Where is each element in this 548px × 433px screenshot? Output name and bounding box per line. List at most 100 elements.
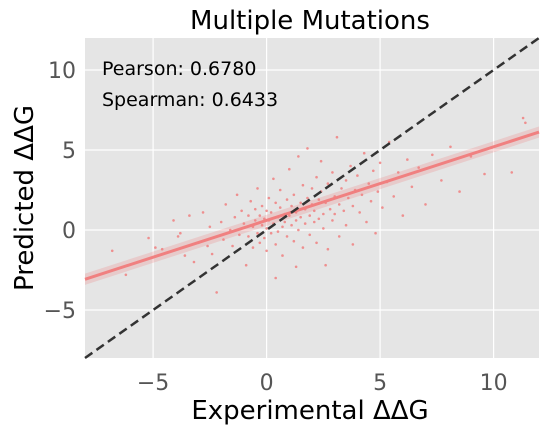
data-point: [249, 199, 253, 203]
data-point: [285, 198, 289, 201]
data-point: [349, 164, 352, 168]
data-point: [312, 209, 316, 213]
data-point: [306, 147, 309, 150]
data-point: [247, 235, 250, 238]
data-point: [183, 254, 187, 257]
data-point: [188, 214, 191, 217]
data-point: [324, 263, 327, 267]
data-point: [483, 172, 486, 176]
data-point: [281, 254, 284, 257]
data-point: [351, 243, 355, 246]
data-point: [326, 182, 330, 185]
data-point: [431, 153, 434, 157]
x-tick-label: 5: [373, 371, 387, 396]
data-point: [224, 203, 228, 206]
data-point: [290, 223, 293, 227]
data-point: [260, 204, 264, 208]
data-point: [326, 247, 330, 251]
data-point: [396, 171, 400, 174]
data-point: [231, 244, 234, 248]
data-point: [265, 209, 268, 213]
data-point: [210, 252, 214, 256]
data-point: [233, 215, 237, 219]
data-point: [337, 235, 341, 238]
data-point: [294, 219, 298, 222]
data-point: [374, 231, 377, 235]
regression-line: [84, 130, 540, 281]
data-point: [274, 276, 277, 280]
data-point: [406, 158, 409, 161]
data-point: [179, 231, 182, 235]
data-point: [306, 196, 309, 200]
data-point: [283, 220, 287, 224]
y-tick-label: 5: [62, 139, 76, 164]
data-point: [371, 169, 375, 173]
data-point: [362, 151, 366, 155]
data-point: [458, 190, 461, 193]
data-point: [276, 230, 280, 233]
data-point: [256, 187, 259, 190]
data-point: [301, 246, 305, 249]
data-point: [176, 235, 180, 238]
data-point: [521, 116, 525, 120]
data-point: [510, 171, 514, 174]
data-point: [290, 204, 293, 208]
data-point: [222, 238, 225, 241]
data-point: [449, 145, 452, 149]
data-point: [160, 247, 164, 251]
data-point: [376, 190, 380, 193]
data-point: [238, 233, 241, 237]
data-point: [251, 246, 255, 249]
data-point: [424, 203, 427, 206]
data-point: [278, 206, 282, 209]
data-point: [260, 223, 264, 227]
data-point: [263, 236, 266, 240]
data-point: [410, 185, 414, 189]
data-point: [378, 161, 382, 165]
data-point: [110, 249, 114, 253]
data-point: [312, 220, 316, 224]
data-point: [240, 209, 243, 213]
data-point: [292, 239, 296, 243]
data-point: [274, 243, 277, 246]
x-axis-label: Experimental ΔΔG: [191, 396, 428, 426]
data-point: [440, 179, 443, 182]
data-point: [347, 196, 350, 200]
data-point: [358, 211, 361, 214]
x-tick-label: 0: [260, 371, 274, 396]
data-point: [258, 241, 262, 245]
y-axis-ticks: −5 0 5 10: [44, 59, 76, 324]
data-point: [269, 211, 273, 214]
data-point: [392, 195, 396, 198]
data-point: [172, 219, 175, 222]
data-point: [297, 228, 300, 232]
data-point: [322, 212, 325, 216]
data-point: [219, 220, 223, 224]
data-point: [333, 212, 337, 216]
data-point: [417, 166, 420, 169]
spearman-annotation: Spearman: 0.6433: [102, 89, 278, 111]
x-tick-label: 10: [480, 371, 508, 396]
data-point: [308, 214, 312, 217]
chart-title: Multiple Mutations: [190, 6, 430, 36]
data-point: [201, 211, 205, 214]
data-point: [299, 215, 302, 219]
data-point: [247, 214, 250, 217]
data-point: [208, 225, 212, 229]
data-point: [328, 207, 332, 211]
data-point: [319, 159, 323, 163]
y-tick-label: 10: [48, 59, 76, 84]
data-point: [256, 231, 259, 235]
data-point: [301, 183, 305, 187]
data-point: [335, 135, 339, 139]
data-point: [267, 196, 271, 200]
data-point: [281, 225, 284, 229]
data-point: [285, 235, 289, 238]
data-point: [303, 222, 307, 225]
data-point: [292, 193, 296, 197]
data-point: [365, 220, 368, 224]
data-point: [154, 246, 157, 249]
data-point: [344, 223, 348, 227]
data-point: [244, 263, 248, 267]
data-point: [278, 188, 282, 192]
